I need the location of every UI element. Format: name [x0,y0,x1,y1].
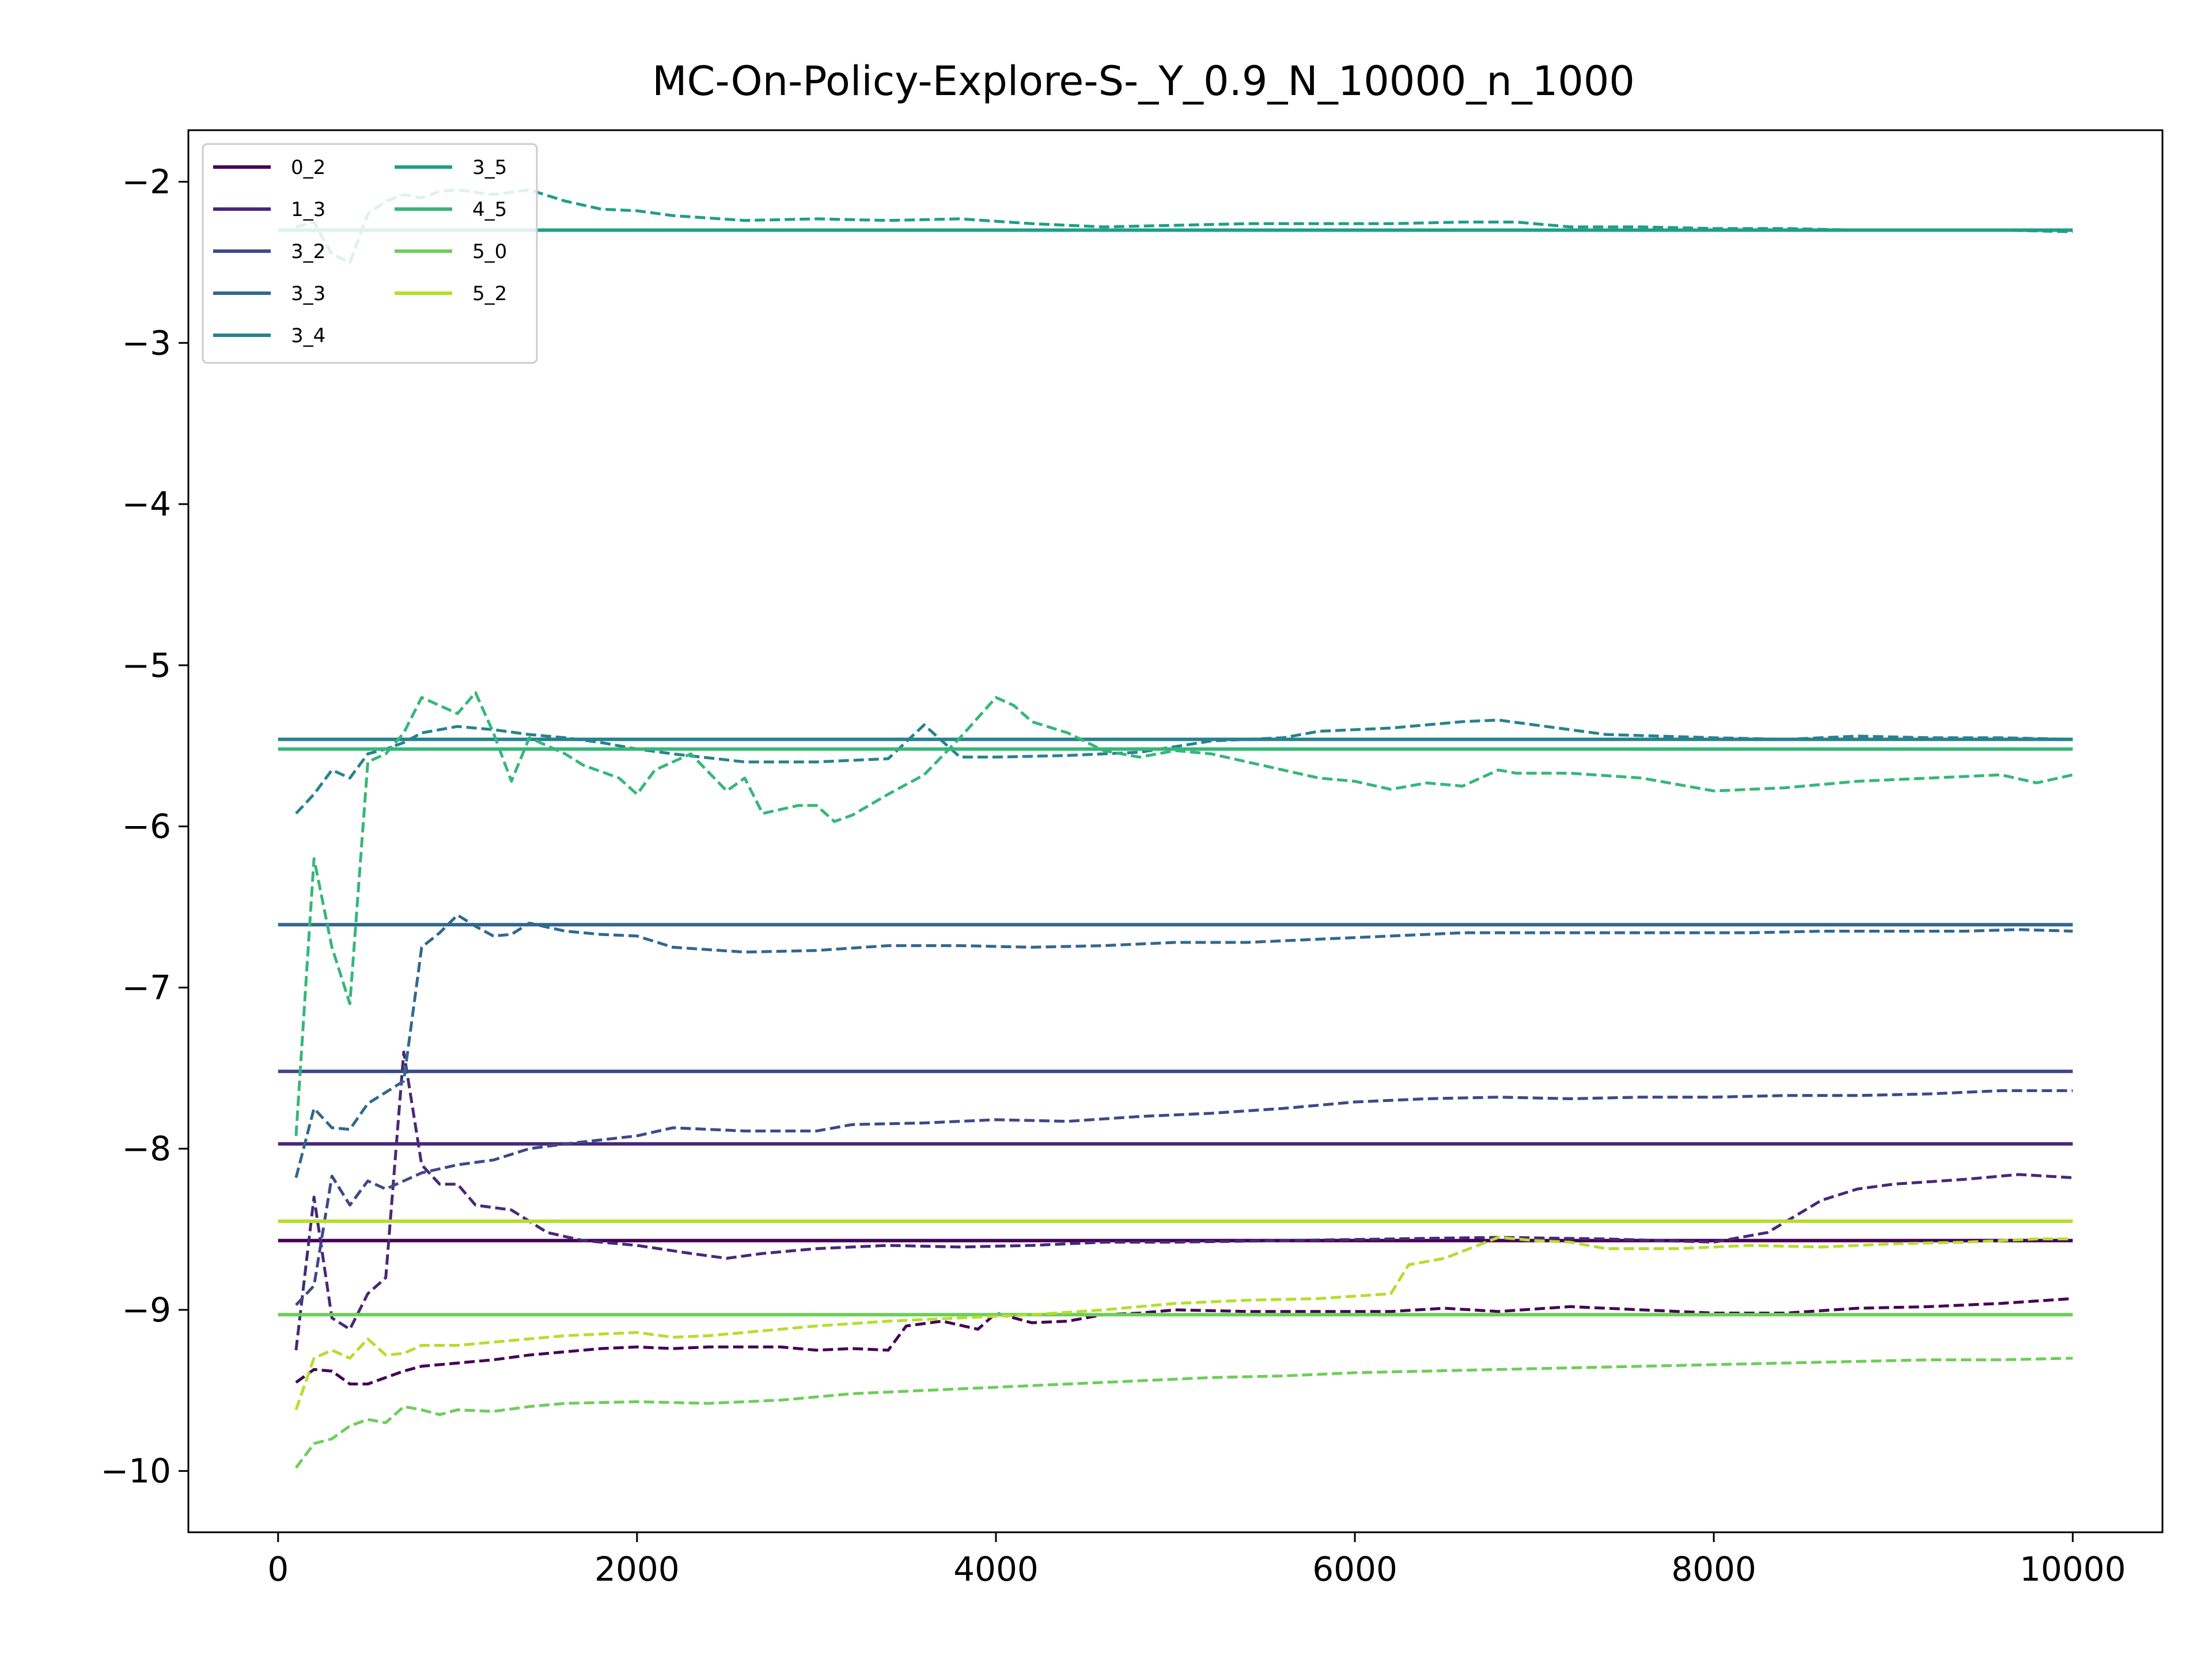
legend-label: 1_3 [291,198,325,221]
series-0_2 [278,1238,2073,1386]
x-tick-label: 2000 [594,1550,680,1589]
estimate-line-3_2 [295,1089,2073,1306]
legend-label: 5_2 [472,282,507,305]
x-tick-label: 6000 [1312,1550,1397,1589]
legend-label: 0_2 [291,156,325,179]
series-3_3 [278,914,2073,1179]
series-5_0 [278,1313,2073,1469]
legend-label: 4_5 [472,198,507,221]
y-tick-label: −4 [122,484,172,524]
plot-frame [187,129,2164,1533]
estimate-line-5_2 [294,1236,2073,1411]
x-tick-label: 8000 [1671,1550,1756,1589]
x-tick-label: 4000 [953,1550,1039,1589]
estimate-line-5_0 [294,1357,2073,1469]
legend-item-3_2: 3_2 [213,240,325,263]
x-tick-label: 0 [267,1550,289,1589]
legend-item-5_2: 5_2 [395,282,507,305]
legend-label: 5_0 [472,240,507,263]
legend-item-3_3: 3_3 [213,282,325,305]
legend-label: 3_3 [291,282,325,305]
estimate-line-3_3 [294,914,2073,1179]
y-tick-label: −2 [122,162,172,202]
series-layer [278,188,2073,1469]
legend-label: 3_5 [472,156,507,179]
legend-item-1_3: 1_3 [213,198,325,221]
legend-item-0_2: 0_2 [213,156,325,179]
y-axis: −2 −3 −4 −5 −6 −7 −8 −9 −10 [101,162,188,1491]
chart-title: MC-On-Policy-Explore-S-_Y_0.9_N_10000_n_… [652,58,1635,105]
y-tick-label: −9 [122,1290,172,1330]
legend: 0_2 1_3 3_2 3_3 3_4 3_5 4_5 5_0 5_2 [202,143,538,364]
estimate-line-0_2 [295,1297,2073,1386]
legend-item-4_5: 4_5 [395,198,507,221]
legend-item-3_5: 3_5 [395,156,507,179]
series-4_5 [278,691,2073,1136]
legend-item-3_4: 3_4 [213,324,325,347]
y-tick-label: −3 [122,323,172,362]
legend-box [202,143,538,364]
y-tick-label: −7 [122,968,172,1007]
estimate-line-3_4 [295,718,2073,815]
estimate-line-3_5 [296,188,2073,264]
legend-label: 3_4 [291,324,325,347]
legend-item-5_0: 5_0 [395,240,507,263]
x-axis: 0 2000 4000 6000 8000 10000 [267,1532,2126,1589]
y-tick-label: −5 [122,646,172,685]
y-tick-label: −10 [101,1452,171,1491]
estimate-line-1_3 [294,1050,2073,1351]
y-tick-label: −8 [122,1129,172,1168]
series-3_2 [278,1069,2073,1306]
estimate-line-4_5 [294,691,2073,1136]
x-tick-label: 10000 [2020,1550,2126,1589]
legend-label: 3_2 [291,240,325,263]
series-5_2 [278,1219,2073,1411]
series-3_4 [278,718,2073,815]
y-tick-label: −6 [122,807,172,846]
series-3_5 [278,188,2073,264]
